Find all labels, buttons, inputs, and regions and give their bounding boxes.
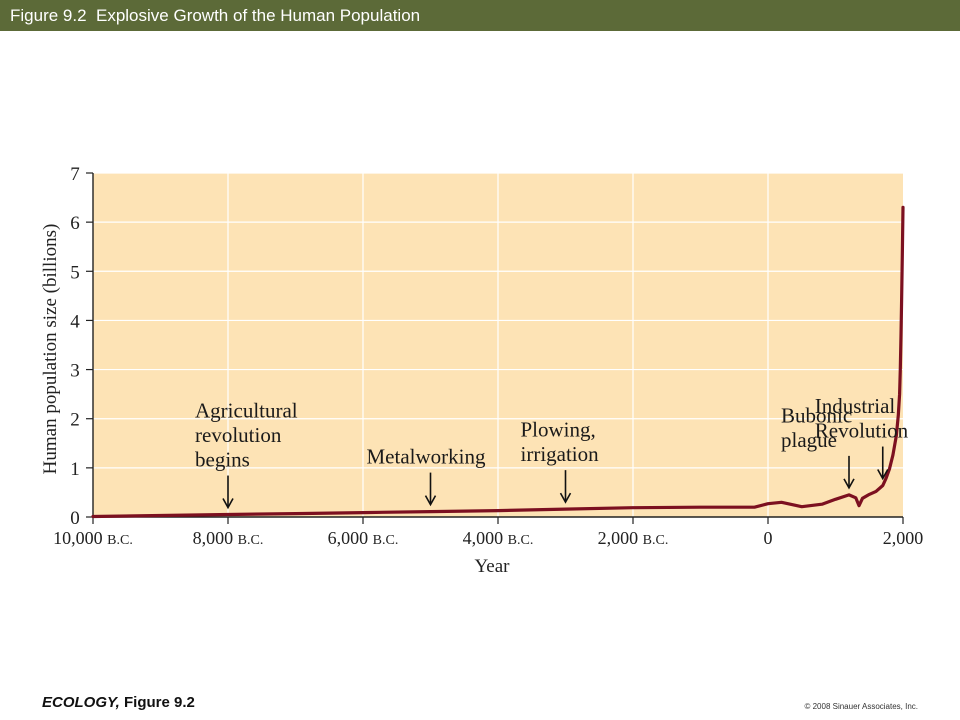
annotation-line: Plowing, (521, 418, 596, 442)
chart-grid (93, 172, 903, 517)
annotation-label: Plowing, irrigation (521, 418, 600, 467)
x-tick-label: 2,000 (883, 528, 924, 548)
annotation-arrowhead (559, 492, 572, 504)
footer-book: ECOLOGY, (42, 694, 120, 711)
x-tick-label: 0 (764, 528, 773, 548)
annotation-label: Industrial Revolution (815, 394, 909, 443)
y-tick-label: 4 (70, 311, 80, 332)
annotation-label: Metalworking (367, 445, 486, 469)
annotation-arrowhead (424, 495, 437, 507)
annotation-arrowhead (843, 478, 855, 490)
chart-series (91, 205, 905, 519)
annotation-line: plague (781, 428, 837, 452)
y-tick-label: 2 (70, 410, 80, 431)
annotation-line: Metalworking (367, 445, 486, 469)
chart-axes: 0 1 2 3 4 5 6 7 10,000 B.C. 8,000 B.C. 6,000 B.C. 4… (53, 164, 923, 548)
y-tick-label: 6 (70, 213, 80, 234)
annotation-label: Bubonic plague (781, 403, 852, 452)
footer-figure: Figure 9.2 (123, 694, 195, 711)
annotation-line: Revolution (815, 419, 909, 443)
annotation-line: irrigation (521, 442, 600, 466)
title-bar: Figure 9.2 Explosive Growth of the Human… (0, 0, 960, 31)
x-tick-label: 10,000 B.C. (53, 528, 133, 548)
y-axis-label: Human population size (billions) (40, 224, 61, 475)
footer-copyright: © 2008 Sinauer Associates, Inc. (804, 702, 918, 711)
annotation-line: Industrial (815, 394, 896, 418)
x-tick-label: 4,000 B.C. (463, 528, 534, 548)
y-tick-label: 3 (70, 361, 80, 382)
annotation-line: begins (195, 448, 250, 472)
y-tick-label: 5 (70, 262, 80, 283)
annotation-label: Agricultural revolution begins (195, 399, 298, 472)
chart-annotations: Agricultural revolution begins Metalworking… (195, 394, 909, 510)
annotation-line: revolution (195, 423, 282, 447)
y-tick-label: 1 (70, 459, 80, 480)
annotation-arrowhead (877, 469, 889, 481)
annotation-line: Agricultural (195, 399, 298, 423)
footer-citation: ECOLOGY, Figure 9.2 (42, 694, 195, 711)
annotation-arrowhead (222, 498, 234, 510)
y-tick-label: 7 (70, 164, 80, 185)
annotation-line: Bubonic (781, 403, 852, 427)
figure-title: Figure 9.2 Explosive Growth of the Human… (10, 6, 421, 25)
x-tick-label: 8,000 B.C. (193, 528, 264, 548)
y-tick-label: 0 (70, 508, 80, 529)
x-tick-label: 2,000 B.C. (598, 528, 669, 548)
x-tick-label: 6,000 B.C. (328, 528, 399, 548)
population-curve (91, 205, 905, 519)
x-axis-label: Year (474, 556, 510, 577)
